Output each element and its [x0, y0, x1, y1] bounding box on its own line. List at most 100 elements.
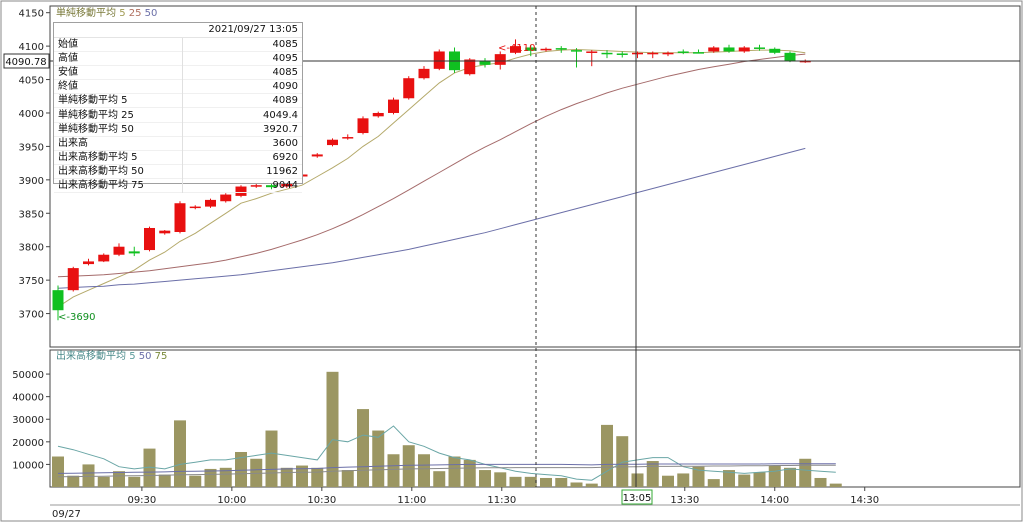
tooltip-key: 出来高移動平均 5: [54, 150, 183, 165]
candle-body: [174, 203, 186, 232]
time-tick-label: 09:30: [127, 495, 156, 506]
candle-body: [311, 154, 323, 157]
candle: [235, 185, 247, 198]
volume-bar: [128, 476, 141, 487]
candle: [723, 44, 735, 53]
volume-panel-frame: [49, 349, 1021, 488]
volume-bar: [479, 470, 491, 487]
candle: [662, 51, 674, 57]
crosshair-time-label: 13:05: [623, 493, 652, 504]
tooltip-value: 6920: [272, 151, 298, 163]
tooltip-row: 出来高移動平均 75 9044: [54, 178, 302, 193]
price-tick-label: 4050: [19, 76, 44, 87]
candle-body: [189, 206, 201, 209]
volume-bar: [204, 468, 217, 487]
candle-body: [159, 230, 171, 234]
tooltip-value: 4085: [272, 39, 298, 51]
ohlc-tooltip: 2021/09/27 13:05 始値 4085 高値 4095 安値 4085 終値 409…: [53, 22, 303, 193]
candle-body: [205, 199, 216, 207]
candle-body: [128, 251, 140, 254]
candle-body: [769, 48, 781, 53]
candle: [632, 51, 643, 59]
candle: [388, 97, 399, 115]
candle-body: [738, 47, 750, 52]
price-legend: 単純移動平均 5 25 50: [56, 6, 157, 19]
time-tick-label: 14:30: [850, 495, 879, 506]
volume-bar: [235, 451, 247, 487]
candle: [174, 201, 186, 234]
candle-body: [540, 48, 552, 51]
tooltip-row: 単純移動平均 25 4049.4: [54, 107, 302, 123]
volume-bar: [524, 476, 537, 487]
tooltip-key: 安値: [54, 65, 183, 80]
volume-tick-label: 10000: [12, 460, 44, 471]
time-tick-label: 11:30: [487, 495, 516, 506]
candle: [342, 134, 354, 140]
candle-body: [464, 59, 476, 75]
candle: [327, 138, 338, 147]
volume-bar: [143, 448, 156, 487]
volume-bar: [738, 474, 751, 487]
volume-tick-label: 30000: [12, 415, 44, 426]
candle-body: [433, 51, 445, 69]
tooltip-row: 終値 4090: [54, 79, 302, 94]
price-tick-label: 4100: [19, 42, 44, 53]
tooltip-row: 高値 4095: [54, 51, 302, 66]
tooltip-row: 単純移動平均 50 3920.7: [54, 122, 302, 137]
volume-bar: [97, 476, 110, 487]
candle: [708, 46, 720, 53]
volume-bar: [448, 456, 461, 487]
candle-body: [784, 52, 796, 61]
candle: [754, 44, 765, 51]
candle-body: [677, 51, 689, 53]
candle-body: [510, 46, 521, 53]
candle-body: [754, 47, 765, 49]
volume-bar: [372, 430, 385, 487]
price-tick-label: 3800: [19, 243, 44, 254]
tooltip-table: 始値 4085 高値 4095 安値 4085 終値 4090 単純移動平均 5 4089 単純移動…: [54, 38, 302, 193]
volume-bar: [52, 456, 64, 487]
candle-body: [632, 52, 643, 55]
time-tick-label: 10:00: [217, 495, 246, 506]
candle-body: [586, 51, 598, 53]
candle: [433, 49, 445, 71]
volume-bar: [570, 482, 583, 487]
candle-body: [250, 185, 262, 187]
volume-bar: [768, 465, 781, 487]
time-tick-label: 11:00: [397, 495, 426, 506]
candle-body: [571, 50, 582, 52]
crosshair-time-box: [621, 489, 653, 505]
volume-bar: [723, 470, 735, 487]
price-tick-label: 3950: [19, 142, 44, 153]
candle: [357, 116, 369, 135]
candle: [159, 229, 171, 235]
volume-bar: [601, 424, 613, 487]
volume-bar: [82, 464, 95, 487]
candle-body: [220, 194, 232, 202]
volume-bar: [616, 436, 629, 487]
volume-bar: [357, 409, 369, 487]
tooltip-row: 安値 4085: [54, 65, 302, 80]
volume-bar: [326, 371, 339, 487]
candle-body: [144, 227, 155, 251]
tooltip-key: 高値: [54, 51, 183, 66]
candle-body: [98, 254, 110, 262]
candle-body: [479, 61, 491, 65]
candle: [205, 198, 216, 208]
volume-bar: [692, 466, 705, 487]
volume-bar: [67, 475, 80, 487]
candle-body: [235, 186, 247, 196]
candle-body: [723, 47, 735, 52]
volume-bar: [402, 445, 415, 487]
time-tick-label: 13:30: [670, 495, 699, 506]
crosshair-price-box: [3, 53, 50, 69]
date-label: 09/27: [52, 509, 81, 520]
candle-body: [52, 290, 64, 311]
candle-body: [647, 52, 659, 55]
candle: [479, 58, 491, 68]
volume-bar: [463, 459, 476, 487]
volume-bar: [311, 467, 324, 487]
candle: [540, 47, 552, 52]
volume-ma-line-5: [57, 425, 836, 481]
